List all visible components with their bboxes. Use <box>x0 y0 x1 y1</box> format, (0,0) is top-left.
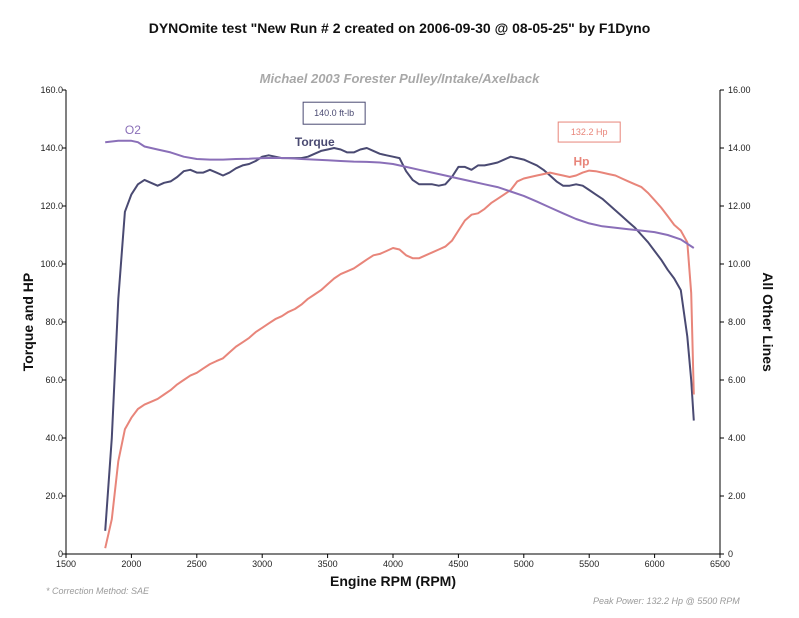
peak-annotations: 140.0 ft-lb 132.2 Hp <box>302 101 621 143</box>
x-tick-label: 6500 <box>710 559 730 569</box>
y-tick-right-label: 16.00 <box>728 85 751 95</box>
ticks-group: 1500 2000 2500 3000 3500 4000 4500 5000 5500 6000… <box>40 85 750 569</box>
y-tick-left-label: 100.0 <box>40 259 63 269</box>
y-tick-left-label: 0 <box>58 549 63 559</box>
x-tick-label: 2000 <box>121 559 141 569</box>
y-tick-right-label: 8.00 <box>728 317 746 327</box>
y-tick-left-label: 20.0 <box>45 491 63 501</box>
peak-power-note: Peak Power: 132.2 Hp @ 5500 RPM <box>593 596 740 606</box>
chart-title: DYNOmite test "New Run # 2 created on 20… <box>148 20 651 36</box>
y-tick-right-label: 10.00 <box>728 259 751 269</box>
y-tick-left-label: 160.0 <box>40 85 63 95</box>
peak-torque-label: 140.0 ft-lb <box>314 108 354 118</box>
y-tick-right-label: 14.00 <box>728 143 751 153</box>
x-tick-label: 2500 <box>187 559 207 569</box>
y-tick-right-label: 0 <box>728 549 733 559</box>
y-tick-left-label: 80.0 <box>45 317 63 327</box>
x-tick-label: 6000 <box>645 559 665 569</box>
y-tick-right-label: 4.00 <box>728 433 746 443</box>
y-tick-left-label: 60.0 <box>45 375 63 385</box>
x-tick-label: 5500 <box>579 559 599 569</box>
x-tick-label: 4500 <box>448 559 468 569</box>
correction-method-note: * Correction Method: SAE <box>46 586 150 596</box>
y-tick-right-label: 6.00 <box>728 375 746 385</box>
y-tick-left-label: 140.0 <box>40 143 63 153</box>
series-line-torque <box>104 147 695 531</box>
y-tick-right-label: 12.00 <box>728 201 751 211</box>
series-label-hp: Hp <box>574 155 590 169</box>
series-label-o2: O2 <box>125 123 141 137</box>
x-tick-label: 3500 <box>318 559 338 569</box>
y-tick-right-label: 2.00 <box>728 491 746 501</box>
x-tick-label: 1500 <box>56 559 76 569</box>
series-lines <box>104 139 695 549</box>
chart-subtitle: Michael 2003 Forester Pulley/Intake/Axel… <box>259 71 540 86</box>
series-line-hp <box>104 169 695 549</box>
axes-group <box>65 90 721 555</box>
x-tick-label: 3000 <box>252 559 272 569</box>
series-line-o2 <box>105 139 695 249</box>
peak-torque-box <box>302 101 366 125</box>
y-axis-left-label: Torque and HP <box>20 273 36 372</box>
x-axis-label: Engine RPM (RPM) <box>330 573 456 589</box>
x-tick-label: 4000 <box>383 559 403 569</box>
x-tick-label: 5000 <box>514 559 534 569</box>
series-labels: O2 Torque Hp <box>125 123 590 169</box>
series-label-torque: Torque <box>295 135 335 149</box>
y-tick-left-label: 120.0 <box>40 201 63 211</box>
peak-hp-box <box>557 121 621 143</box>
peak-hp-label: 132.2 Hp <box>571 127 608 137</box>
y-axis-right-label: All Other Lines <box>760 272 776 372</box>
y-tick-left-label: 40.0 <box>45 433 63 443</box>
